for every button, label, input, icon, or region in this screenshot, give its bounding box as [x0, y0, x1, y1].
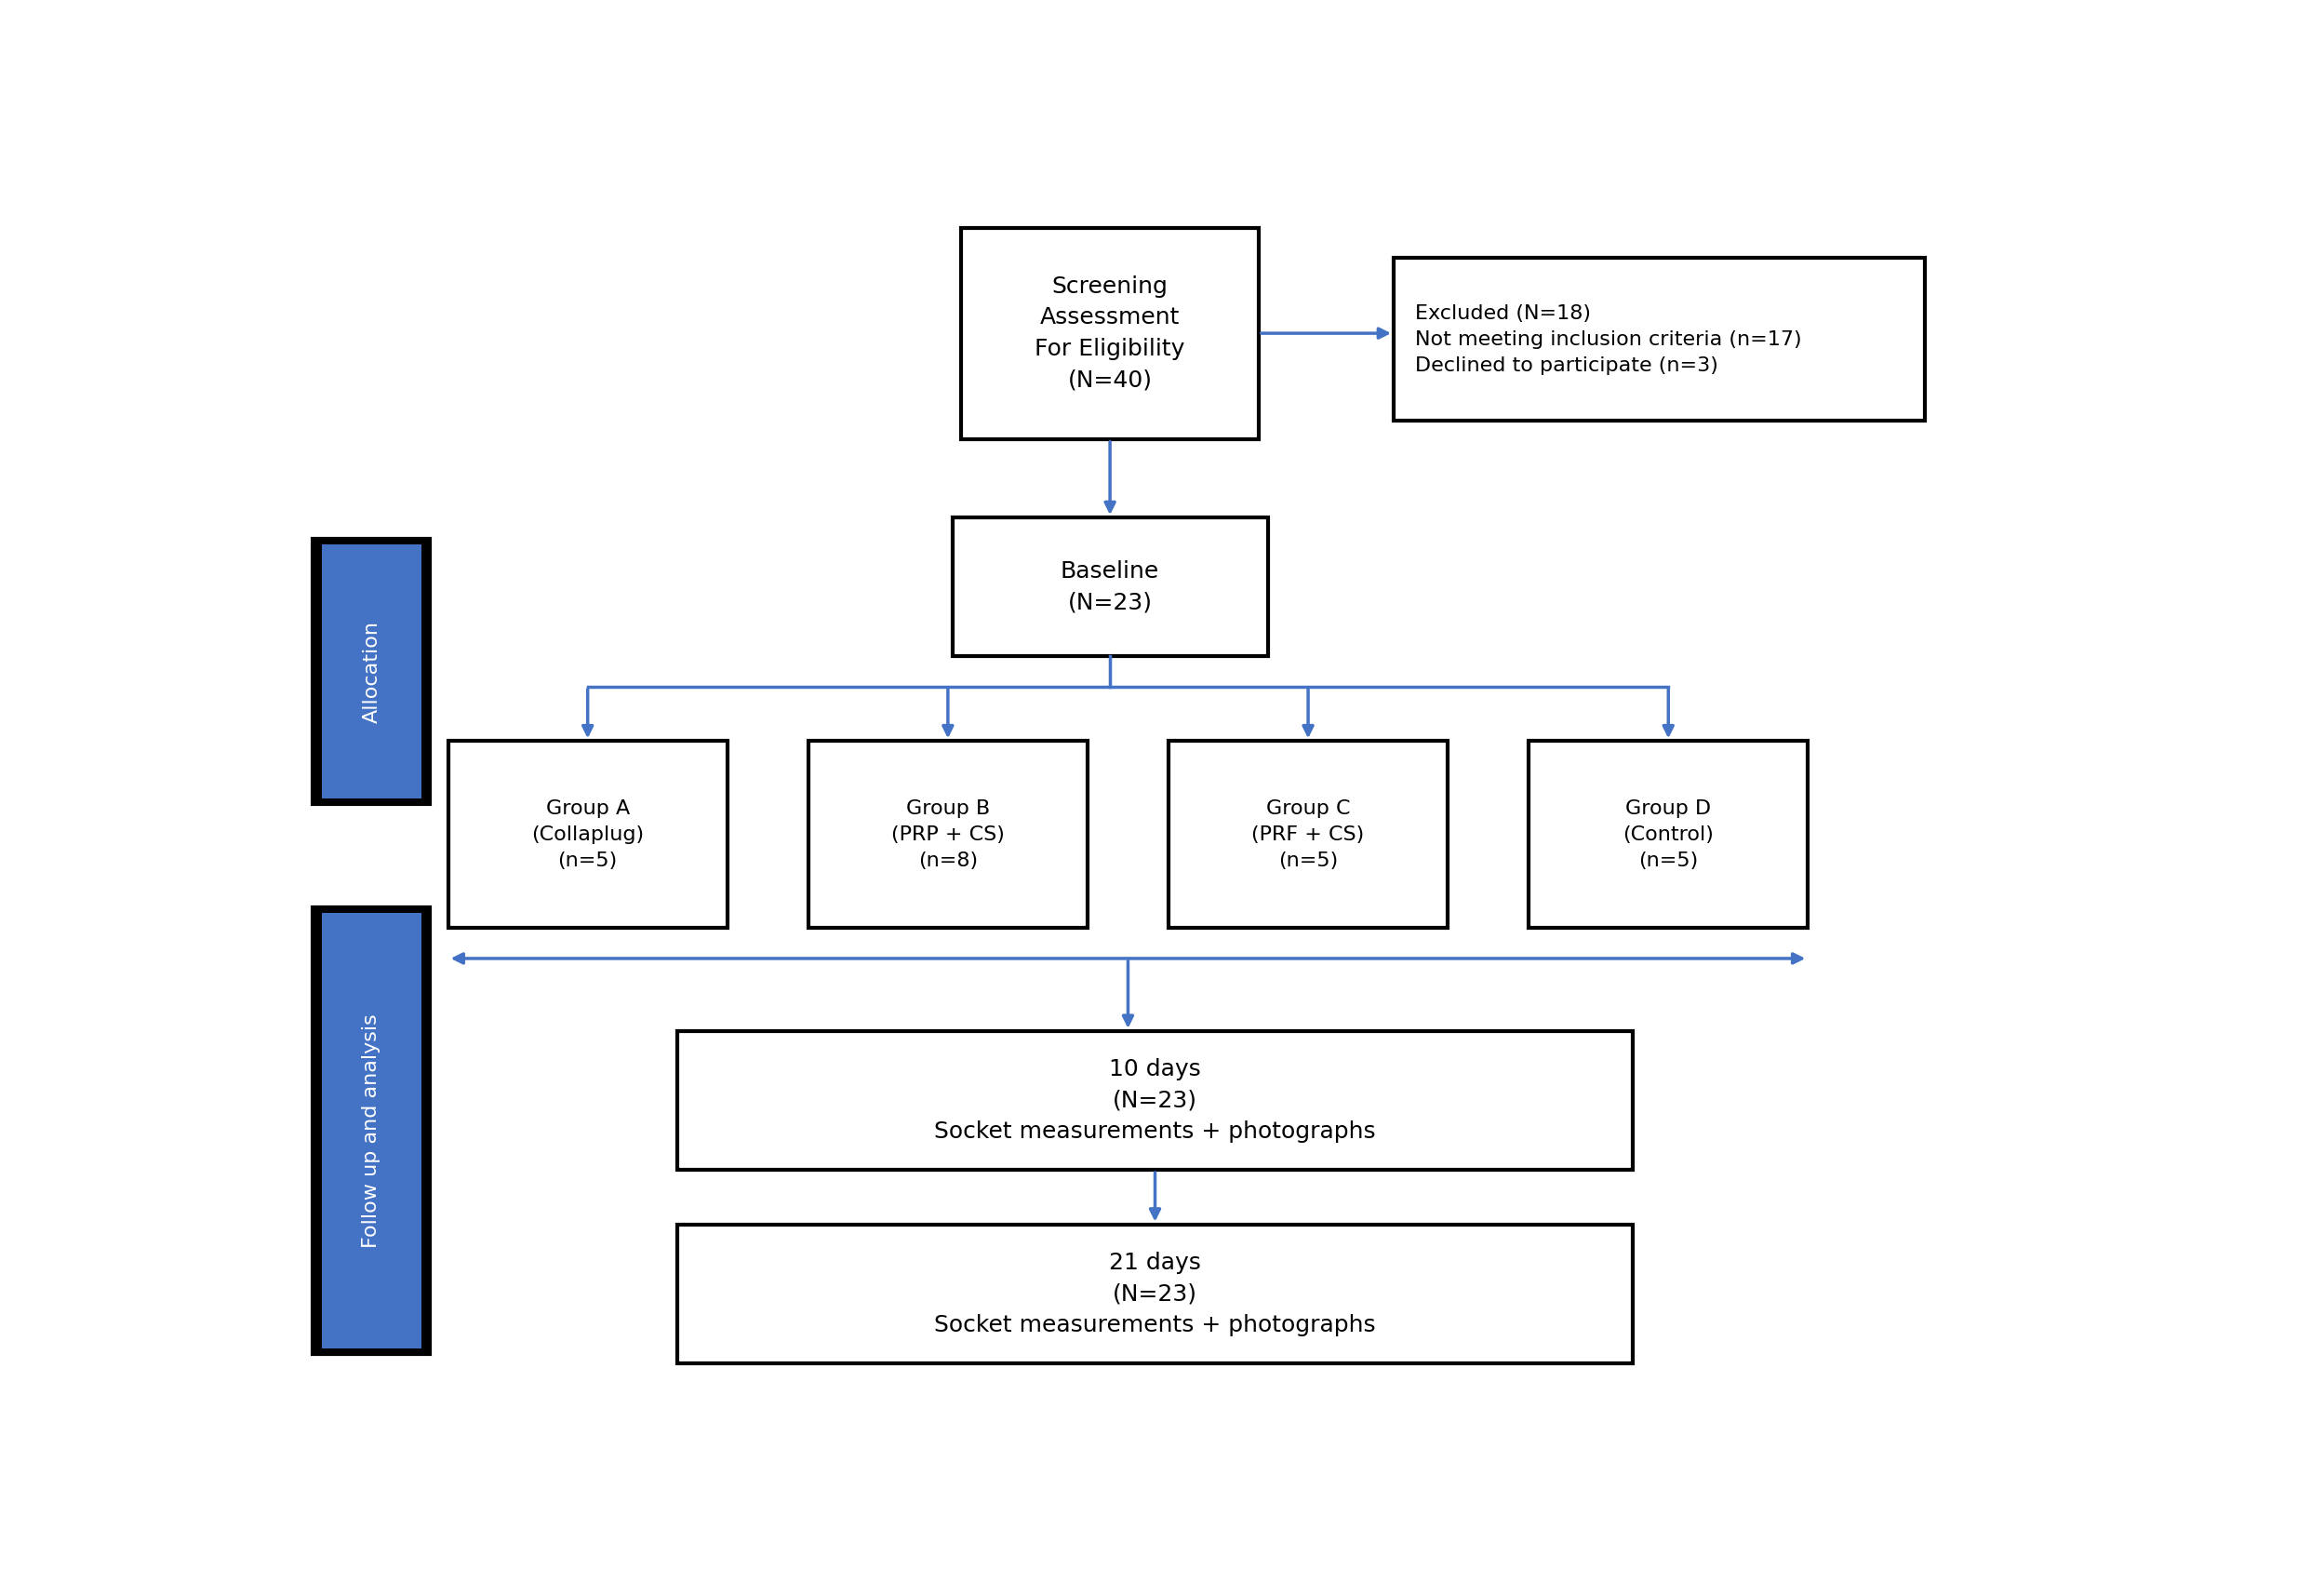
FancyBboxPatch shape: [809, 741, 1088, 929]
FancyBboxPatch shape: [679, 1031, 1631, 1170]
Text: Baseline
(N=23): Baseline (N=23): [1060, 560, 1160, 613]
FancyBboxPatch shape: [962, 228, 1260, 439]
Text: Group B
(PRP + CS)
(n=8): Group B (PRP + CS) (n=8): [890, 799, 1004, 869]
FancyBboxPatch shape: [314, 907, 430, 1354]
FancyBboxPatch shape: [323, 544, 421, 799]
FancyBboxPatch shape: [314, 538, 430, 805]
Text: Follow up and analysis: Follow up and analysis: [363, 1014, 381, 1247]
Text: Excluded (N=18)
Not meeting inclusion criteria (n=17)
Declined to participate (n: Excluded (N=18) Not meeting inclusion cr…: [1415, 304, 1801, 375]
Text: Screening
Assessment
For Eligibility
(N=40): Screening Assessment For Eligibility (N=…: [1034, 275, 1185, 391]
FancyBboxPatch shape: [953, 518, 1267, 656]
FancyBboxPatch shape: [679, 1224, 1631, 1363]
FancyBboxPatch shape: [449, 741, 727, 929]
FancyBboxPatch shape: [1529, 741, 1808, 929]
Text: Group D
(Control)
(n=5): Group D (Control) (n=5): [1622, 799, 1713, 869]
Text: Allocation: Allocation: [363, 620, 381, 723]
Text: Group C
(PRF + CS)
(n=5): Group C (PRF + CS) (n=5): [1253, 799, 1364, 869]
FancyBboxPatch shape: [323, 913, 421, 1348]
Text: Group A
(Collaplug)
(n=5): Group A (Collaplug) (n=5): [532, 799, 644, 869]
Text: 10 days
(N=23)
Socket measurements + photographs: 10 days (N=23) Socket measurements + pho…: [934, 1058, 1376, 1142]
FancyBboxPatch shape: [1394, 257, 1924, 420]
Text: 21 days
(N=23)
Socket measurements + photographs: 21 days (N=23) Socket measurements + pho…: [934, 1252, 1376, 1337]
FancyBboxPatch shape: [1169, 741, 1448, 929]
